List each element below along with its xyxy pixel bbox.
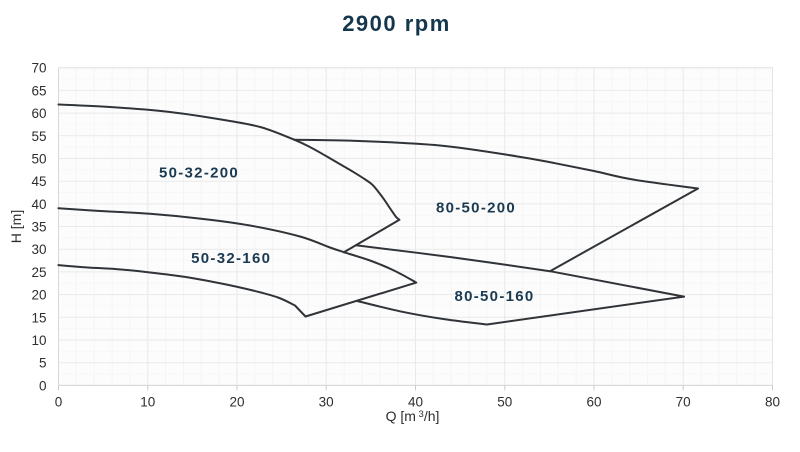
svg-text:60: 60 (31, 106, 46, 121)
svg-text:40: 40 (31, 197, 46, 212)
svg-text:20: 20 (31, 288, 46, 303)
svg-text:50: 50 (31, 152, 46, 167)
svg-text:55: 55 (31, 129, 46, 144)
svg-text:70: 70 (31, 61, 46, 76)
svg-text:10: 10 (140, 395, 155, 410)
svg-text:Q [m 3/h]: Q [m 3/h] (386, 408, 440, 424)
svg-text:H [m]: H [m] (8, 210, 24, 243)
svg-text:30: 30 (31, 242, 46, 257)
svg-text:2900 rpm: 2900 rpm (342, 11, 451, 36)
svg-text:80-50-160: 80-50-160 (454, 288, 534, 305)
svg-text:30: 30 (319, 395, 334, 410)
svg-text:25: 25 (31, 265, 46, 280)
svg-text:35: 35 (31, 220, 46, 235)
svg-text:40: 40 (408, 395, 423, 410)
svg-text:50-32-200: 50-32-200 (159, 165, 239, 182)
svg-text:20: 20 (229, 395, 244, 410)
svg-text:80: 80 (765, 395, 780, 410)
svg-text:5: 5 (39, 356, 47, 371)
svg-text:45: 45 (31, 174, 46, 189)
svg-text:50-32-160: 50-32-160 (191, 250, 271, 267)
svg-text:70: 70 (676, 395, 691, 410)
svg-text:15: 15 (31, 310, 46, 325)
svg-text:65: 65 (31, 83, 46, 98)
svg-text:0: 0 (39, 378, 47, 393)
svg-text:10: 10 (31, 333, 46, 348)
svg-text:0: 0 (55, 395, 63, 410)
svg-text:80-50-200: 80-50-200 (436, 200, 516, 217)
svg-text:50: 50 (497, 395, 512, 410)
svg-text:60: 60 (586, 395, 601, 410)
